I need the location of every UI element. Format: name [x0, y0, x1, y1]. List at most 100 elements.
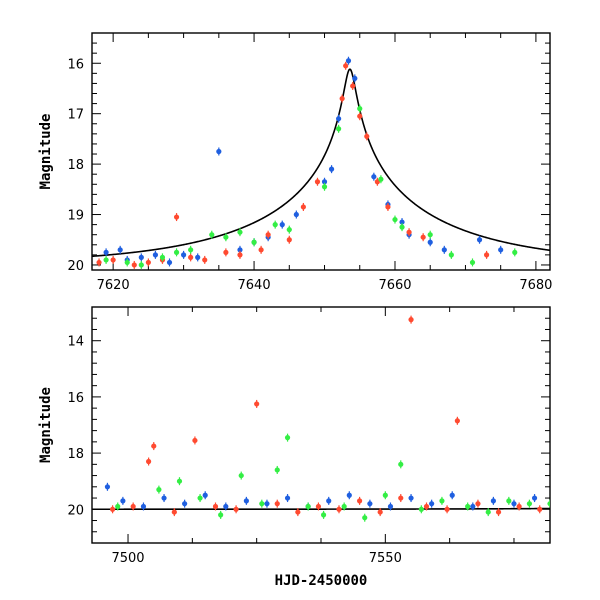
data-point: [237, 229, 243, 235]
y-tick-label: 16: [67, 391, 84, 406]
data-point: [188, 247, 194, 253]
y-tick-label: 20: [67, 259, 84, 274]
data-point: [124, 259, 130, 266]
data-point: [284, 435, 291, 441]
y-tick-label: 17: [67, 108, 84, 123]
y-tick-label: 14: [67, 335, 84, 350]
data-point: [286, 237, 292, 243]
data-point: [145, 259, 151, 266]
data-point: [371, 174, 377, 180]
data-point: [385, 204, 391, 210]
data-point: [448, 252, 454, 258]
data-point: [218, 512, 224, 518]
data-point: [498, 247, 504, 253]
data-point: [563, 431, 568, 436]
data-point: [181, 252, 187, 258]
data-point: [469, 259, 476, 266]
data-point: [343, 63, 349, 69]
data-point: [558, 498, 563, 503]
data-point: [159, 254, 166, 260]
x-tick-label: 7640: [238, 278, 271, 293]
model-curve: [92, 68, 550, 258]
data-point: [339, 95, 345, 102]
data-point: [418, 506, 424, 512]
data-point: [202, 257, 208, 263]
data-point: [202, 492, 208, 498]
data-point: [212, 503, 219, 510]
data-point: [300, 204, 306, 210]
data-point: [512, 249, 518, 255]
data-point: [589, 504, 594, 509]
data-point: [171, 509, 177, 515]
data-point: [272, 222, 278, 228]
data-point: [506, 498, 512, 504]
data-point: [279, 222, 285, 228]
data-point: [328, 166, 335, 172]
data-point: [398, 461, 404, 467]
plot-area: [92, 56, 550, 269]
x-tick-label: 7500: [111, 551, 144, 566]
data-point: [115, 503, 121, 510]
data-point: [589, 509, 594, 514]
data-point: [356, 498, 363, 504]
data-point: [104, 484, 111, 490]
data-point: [152, 252, 159, 258]
data-point: [378, 176, 384, 182]
data-point: [336, 506, 342, 512]
data-point: [173, 214, 180, 220]
data-point: [427, 239, 433, 245]
data-point: [156, 487, 162, 493]
data-point: [182, 501, 188, 507]
data-point: [399, 224, 405, 230]
data-point: [146, 458, 152, 465]
data-point: [259, 501, 265, 507]
data-point: [465, 503, 471, 510]
plot-frame: [91, 306, 551, 544]
x-tick-label: 7680: [519, 278, 552, 293]
data-point: [243, 498, 249, 504]
data-point: [357, 106, 363, 112]
data-point: [251, 239, 257, 245]
data-point: [454, 418, 460, 424]
data-point: [382, 492, 388, 498]
data-point: [490, 498, 496, 504]
data-point: [264, 501, 270, 507]
data-point: [444, 506, 450, 512]
data-point: [103, 257, 109, 263]
data-point: [531, 495, 538, 501]
data-point: [209, 232, 215, 238]
data-point: [237, 252, 243, 258]
data-point: [537, 506, 543, 512]
data-point: [357, 113, 363, 119]
data-point: [161, 495, 167, 501]
data-point: [131, 262, 137, 268]
data-point: [315, 503, 322, 510]
data-point: [305, 503, 311, 510]
data-point: [223, 503, 229, 510]
data-point: [223, 234, 229, 240]
data-point: [364, 133, 370, 139]
data-point: [336, 116, 342, 122]
data-point: [346, 492, 352, 498]
data-point: [408, 495, 414, 501]
data-point: [166, 259, 173, 266]
y-tick-label: 18: [67, 447, 84, 462]
data-point: [130, 503, 136, 510]
y-axis-title: Magnitude: [38, 387, 54, 463]
data-point: [284, 495, 291, 501]
data-point: [399, 219, 405, 225]
data-point: [173, 249, 180, 255]
data-point: [362, 515, 368, 521]
y-tick-label: 19: [67, 209, 84, 224]
data-point: [188, 254, 194, 260]
data-point: [594, 493, 599, 498]
data-point: [293, 211, 299, 218]
model-curve: [92, 507, 550, 511]
data-point: [429, 501, 435, 507]
data-point: [547, 501, 550, 507]
data-point: [140, 503, 147, 510]
data-point: [103, 249, 109, 255]
data-point: [377, 509, 383, 515]
data-point: [441, 247, 447, 253]
data-point: [427, 232, 433, 238]
